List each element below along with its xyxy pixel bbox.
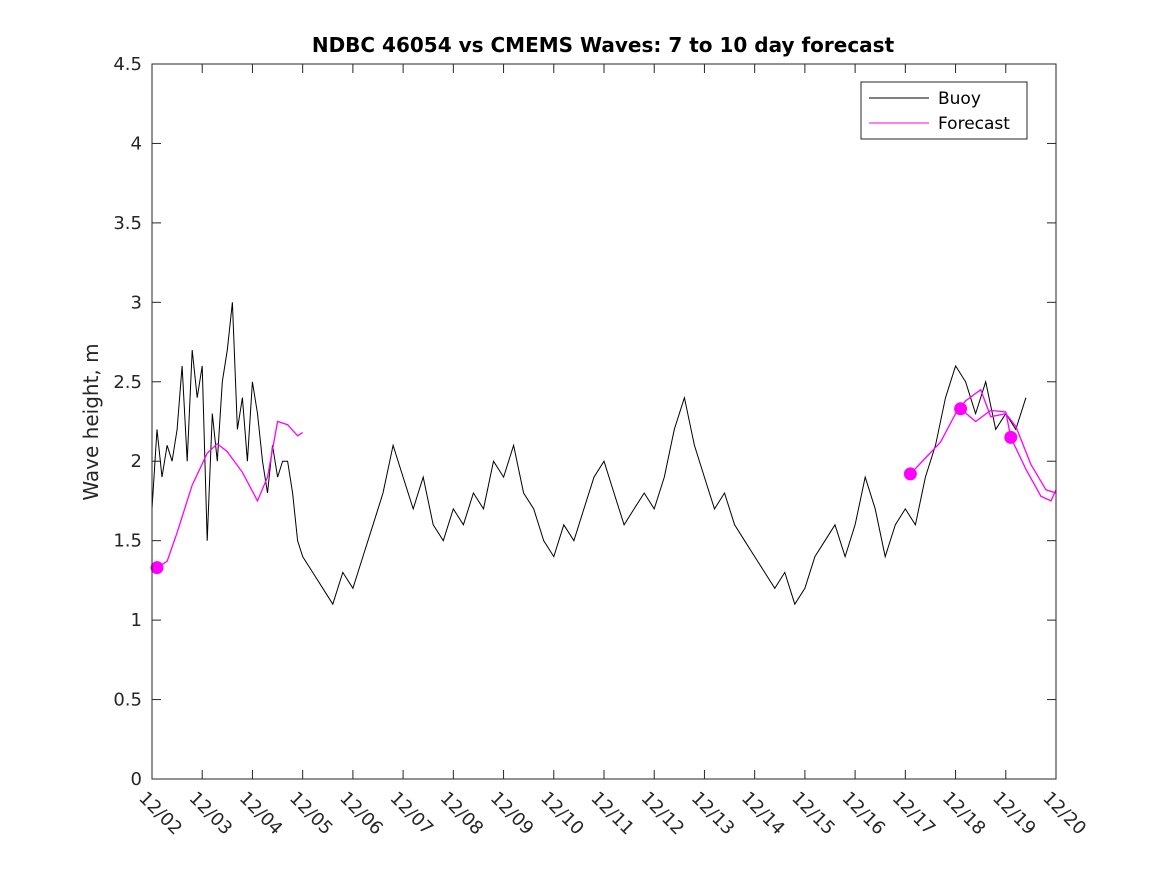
legend-forecast-label: Forecast [938, 114, 1010, 134]
x-tick-label: 12/14 [737, 788, 789, 840]
y-axis-ticks: 0 0.5 1 1.5 2 2.5 3 3.5 4 4.5 [113, 54, 1056, 790]
x-tick-label: 12/07 [386, 788, 438, 840]
forecast-series-line [909, 388, 1057, 494]
x-tick-label: 12/12 [637, 788, 689, 840]
x-tick-label: 12/13 [687, 788, 739, 840]
x-tick-label: 12/08 [436, 788, 488, 840]
legend-buoy-label: Buoy [938, 89, 981, 109]
plot-area [152, 64, 1056, 779]
x-tick-label: 12/16 [838, 788, 890, 840]
x-tick-label: 12/17 [888, 788, 940, 840]
y-tick-label: 2 [131, 451, 142, 472]
x-tick-label: 12/02 [134, 788, 186, 840]
y-tick-label: 1 [131, 610, 142, 631]
legend-box [860, 81, 1028, 140]
x-tick-label: 12/18 [938, 788, 990, 840]
y-tick-label: 4.5 [113, 54, 142, 75]
chart-title: NDBC 46054 vs CMEMS Waves: 7 to 10 day f… [312, 33, 895, 57]
y-tick-label: 1.5 [113, 531, 142, 552]
forecast-marker [954, 402, 968, 416]
x-tick-label: 12/05 [285, 788, 337, 840]
y-tick-label: 0 [131, 769, 142, 790]
x-tick-label: 12/06 [335, 788, 387, 840]
x-tick-label: 12/03 [185, 788, 237, 840]
x-tick-label: 12/11 [586, 788, 638, 840]
plot-frame [151, 63, 1057, 780]
x-tick-label: 12/04 [235, 788, 287, 840]
y-tick-label: 0.5 [113, 690, 142, 711]
y-axis-label: Wave height, m [79, 343, 103, 500]
x-tick-label: 12/19 [988, 788, 1040, 840]
forecast-marker [1004, 430, 1018, 444]
x-tick-label: 12/09 [486, 788, 538, 840]
forecast-series-line [156, 420, 304, 569]
series-layer [150, 302, 1057, 606]
y-tick-label: 3.5 [113, 213, 142, 234]
buoy-series-line [151, 302, 1027, 606]
y-tick-label: 2.5 [113, 372, 142, 393]
y-tick-label: 3 [131, 292, 142, 313]
x-tick-label: 12/10 [536, 788, 588, 840]
x-tick-label: 12/20 [1038, 788, 1090, 840]
x-tick-label: 12/15 [787, 788, 839, 840]
forecast-marker [150, 561, 164, 575]
forecast-marker [903, 467, 917, 481]
legend: Buoy Forecast [860, 81, 1028, 140]
y-tick-label: 4 [131, 133, 142, 154]
